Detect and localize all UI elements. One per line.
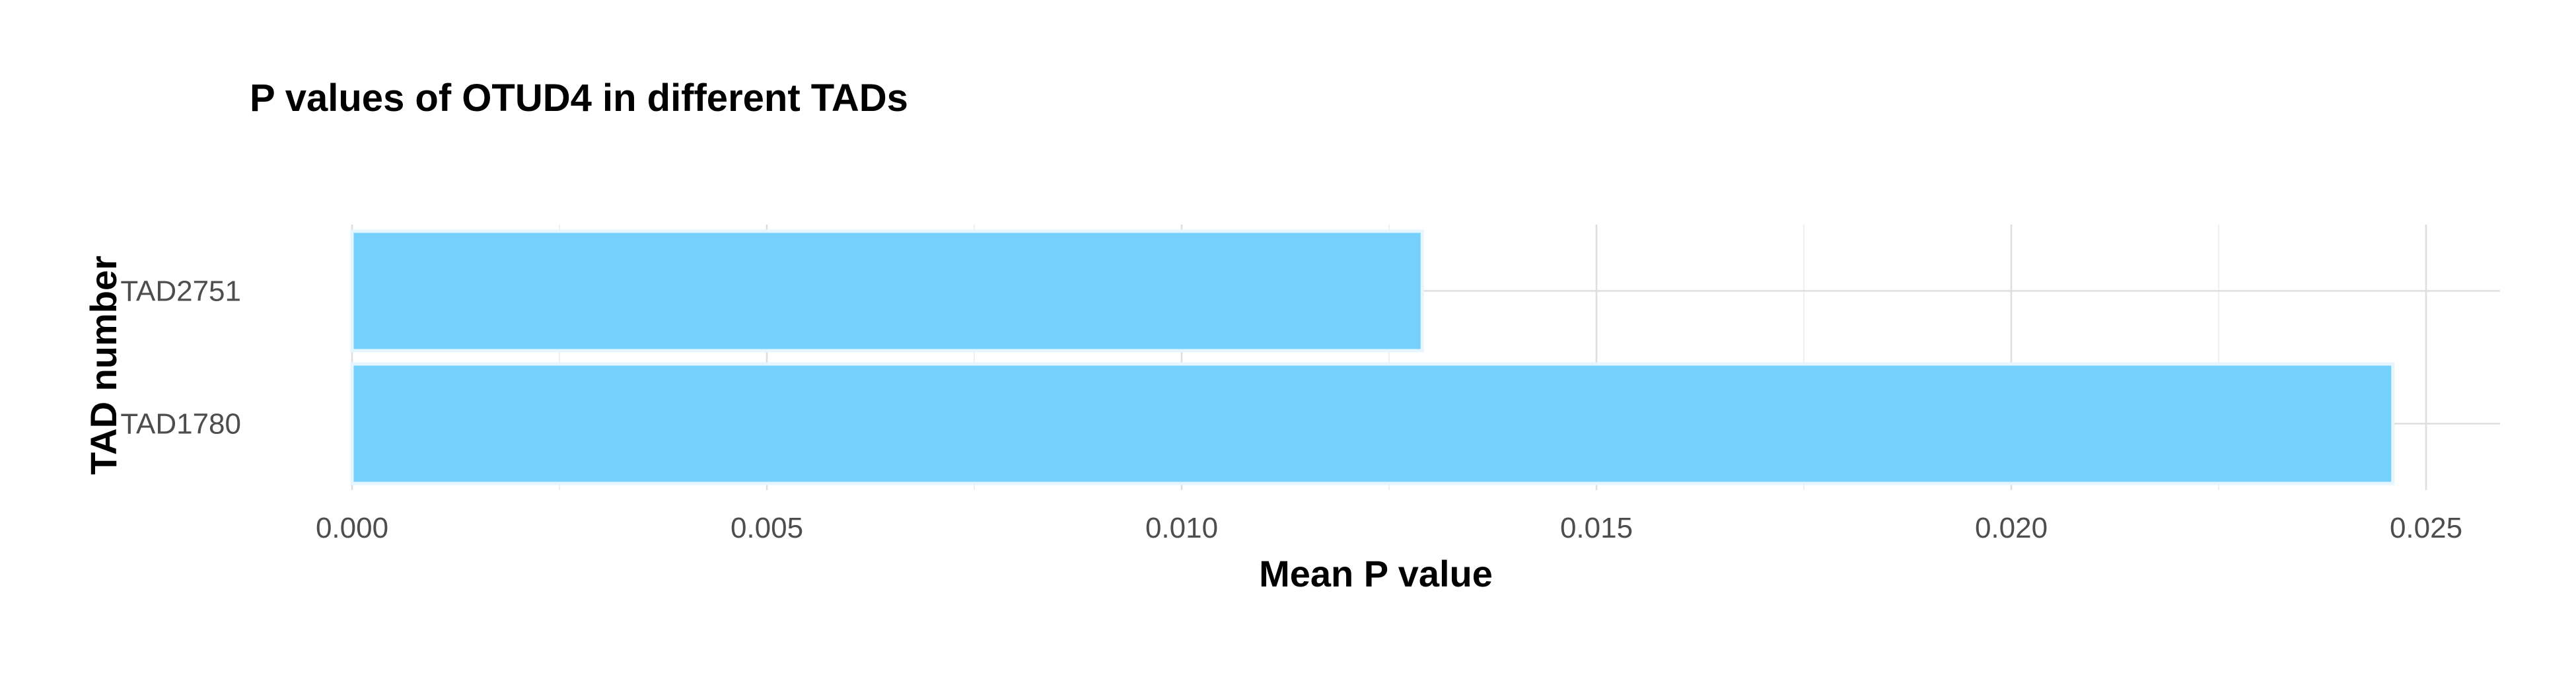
x-tick-label: 0.025 [2390, 512, 2462, 544]
y-tick-label: TAD1780 [120, 408, 241, 441]
bars [350, 229, 2395, 485]
bar-tad2751 [350, 229, 1424, 353]
x-tick-label: 0.020 [1975, 512, 2048, 544]
tick-labels: TAD2751 TAD1780 0.000 0.005 0.010 0.015 0.020 0… [120, 275, 2462, 545]
x-axis-title: Mean P value [1259, 553, 1493, 594]
x-tick-label: 0.015 [1560, 512, 1633, 544]
x-tick-label: 0.010 [1145, 512, 1218, 544]
y-axis-title: TAD number [83, 256, 124, 475]
chart-title: P values of OTUD4 in different TADs [250, 77, 908, 120]
x-tick-label: 0.000 [316, 512, 388, 544]
x-tick-label: 0.005 [731, 512, 803, 544]
y-tick-label: TAD2751 [120, 275, 241, 308]
bar-tad1780 [350, 362, 2395, 485]
